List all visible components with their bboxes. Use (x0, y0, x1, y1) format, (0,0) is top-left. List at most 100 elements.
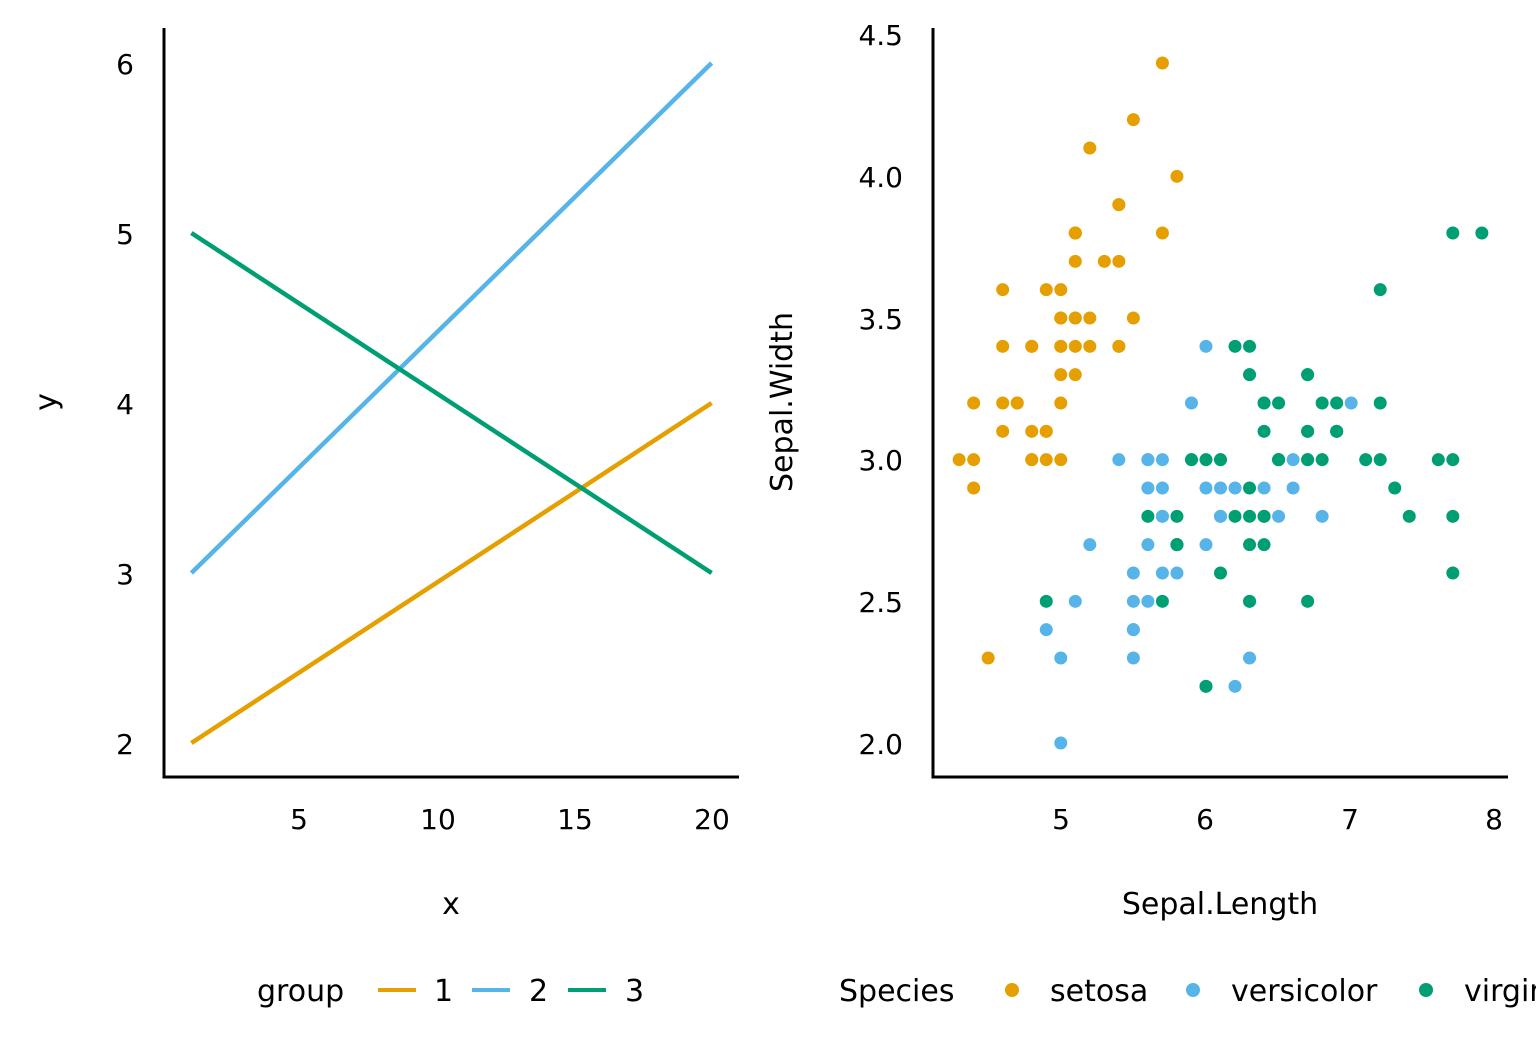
left-legend-label: 1 (434, 974, 453, 1009)
line-group-2 (189, 61, 714, 575)
point-virginica (1228, 339, 1242, 353)
point-virginica (1388, 481, 1402, 495)
point-versicolor (1199, 481, 1213, 495)
point-versicolor (1228, 679, 1242, 693)
point-setosa (1039, 283, 1053, 297)
point-versicolor (1170, 566, 1184, 580)
point-setosa (1068, 254, 1082, 268)
point-virginica (1272, 396, 1286, 410)
left-x-axis-title: x (442, 887, 460, 922)
legend-key-versicolor (1186, 983, 1200, 997)
point-setosa (1068, 368, 1082, 382)
right-legend-label: virginica (1464, 974, 1536, 1009)
point-virginica (1243, 509, 1257, 523)
point-setosa (967, 453, 981, 467)
point-setosa (1039, 453, 1053, 467)
left-y-ticks: 2 3 4 5 6 (116, 48, 134, 761)
point-versicolor (1286, 453, 1300, 467)
right-legend-label: setosa (1050, 974, 1148, 1009)
point-virginica (1301, 368, 1315, 382)
point-setosa (1170, 169, 1184, 183)
point-versicolor (1126, 623, 1140, 637)
point-setosa (1126, 311, 1140, 325)
right-legend-label: versicolor (1231, 974, 1378, 1009)
point-setosa (1054, 311, 1068, 325)
point-virginica (1155, 594, 1169, 608)
point-setosa (1068, 311, 1082, 325)
right-legend-title: Species (839, 974, 954, 1009)
point-setosa (1054, 396, 1068, 410)
right-x-axis-title: Sepal.Length (1122, 887, 1318, 922)
point-setosa (1155, 226, 1169, 240)
point-virginica (1039, 594, 1053, 608)
point-setosa (967, 396, 981, 410)
point-setosa (1054, 283, 1068, 297)
left-x-tick-label: 20 (694, 803, 730, 836)
left-series-layer (189, 61, 714, 745)
point-virginica (1257, 509, 1271, 523)
point-versicolor (1257, 481, 1271, 495)
point-setosa (967, 481, 981, 495)
point-virginica (1170, 509, 1184, 523)
point-setosa (952, 453, 966, 467)
point-versicolor (1141, 594, 1155, 608)
right-x-tick-label: 8 (1485, 803, 1503, 836)
point-virginica (1243, 339, 1257, 353)
point-virginica (1301, 453, 1315, 467)
right-y-tick-label: 4.5 (858, 19, 903, 52)
right-y-axis-title: Sepal.Width (765, 312, 800, 492)
point-versicolor (1199, 339, 1213, 353)
point-setosa (996, 339, 1010, 353)
point-setosa (1025, 339, 1039, 353)
point-setosa (981, 651, 995, 665)
point-versicolor (1039, 623, 1053, 637)
point-setosa (1083, 141, 1097, 155)
point-versicolor (1112, 453, 1126, 467)
right-chart: 5 6 7 8 2.0 2.5 3.0 3.5 4.0 4.5 Sepal.Le… (765, 19, 1536, 1009)
point-setosa (1155, 56, 1169, 70)
point-versicolor (1155, 509, 1169, 523)
point-versicolor (1126, 566, 1140, 580)
left-legend-label: 2 (529, 974, 548, 1009)
point-virginica (1141, 509, 1155, 523)
left-y-axis-title: y (29, 393, 64, 411)
right-x-tick-label: 6 (1196, 803, 1214, 836)
point-virginica (1184, 453, 1198, 467)
point-versicolor (1141, 538, 1155, 552)
legend-key-setosa (1005, 983, 1019, 997)
point-virginica (1243, 594, 1257, 608)
point-virginica (1446, 453, 1460, 467)
point-virginica (1214, 566, 1227, 580)
point-virginica (1373, 283, 1387, 297)
left-y-tick-label: 6 (116, 48, 134, 81)
left-legend-title: group (257, 974, 344, 1009)
point-virginica (1315, 396, 1329, 410)
point-versicolor (1214, 481, 1227, 495)
point-virginica (1257, 424, 1271, 438)
point-virginica (1315, 453, 1329, 467)
point-setosa (996, 283, 1010, 297)
right-y-tick-label: 2.5 (858, 586, 903, 619)
point-setosa (1054, 453, 1068, 467)
left-x-ticks: 5 10 15 20 (290, 803, 730, 836)
point-virginica (1257, 538, 1271, 552)
point-virginica (1446, 566, 1460, 580)
point-versicolor (1155, 453, 1169, 467)
left-legend-label: 3 (625, 974, 644, 1009)
point-setosa (1112, 254, 1126, 268)
right-x-tick-label: 7 (1341, 803, 1359, 836)
point-versicolor (1243, 651, 1257, 665)
point-versicolor (1228, 481, 1242, 495)
point-virginica (1301, 424, 1315, 438)
point-virginica (1446, 509, 1460, 523)
point-setosa (1025, 453, 1039, 467)
point-virginica (1359, 453, 1373, 467)
point-setosa (1039, 424, 1053, 438)
point-virginica (1243, 538, 1257, 552)
point-versicolor (1344, 396, 1358, 410)
point-virginica (1431, 453, 1445, 467)
point-virginica (1228, 509, 1242, 523)
right-y-tick-label: 4.0 (858, 161, 903, 194)
point-versicolor (1315, 509, 1329, 523)
